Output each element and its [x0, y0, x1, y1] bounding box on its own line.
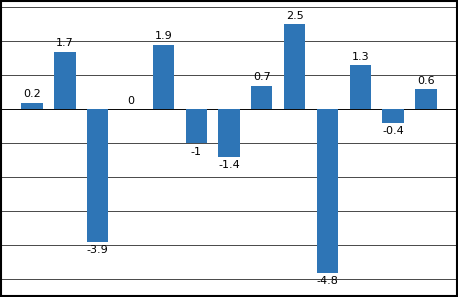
Text: 1.7: 1.7	[56, 38, 74, 48]
Bar	[22, 103, 43, 109]
Bar	[185, 109, 207, 143]
Bar	[382, 109, 404, 123]
Text: -0.4: -0.4	[382, 127, 404, 136]
Text: 0: 0	[127, 96, 134, 106]
Bar	[415, 89, 436, 109]
Text: 1.9: 1.9	[154, 31, 172, 42]
Text: -3.9: -3.9	[87, 245, 109, 255]
Text: 1.3: 1.3	[351, 52, 369, 62]
Text: -1.4: -1.4	[218, 160, 240, 170]
Bar	[251, 86, 273, 109]
Bar	[218, 109, 240, 157]
Bar	[54, 52, 76, 109]
Text: -4.8: -4.8	[316, 276, 338, 286]
Bar	[349, 65, 371, 109]
Bar	[284, 24, 305, 109]
Text: 0.7: 0.7	[253, 72, 271, 82]
Text: 0.2: 0.2	[23, 89, 41, 99]
Bar	[87, 109, 109, 242]
Bar	[153, 45, 174, 109]
Text: 2.5: 2.5	[286, 11, 304, 21]
Text: 0.6: 0.6	[417, 76, 435, 86]
Text: -1: -1	[191, 147, 202, 157]
Bar	[317, 109, 338, 273]
